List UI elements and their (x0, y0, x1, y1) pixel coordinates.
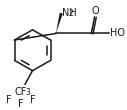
Text: F: F (6, 95, 12, 105)
Text: F: F (30, 95, 35, 105)
Polygon shape (56, 13, 63, 33)
Text: 2: 2 (69, 9, 74, 18)
Text: 3: 3 (26, 88, 30, 97)
Text: NH: NH (62, 8, 77, 18)
Text: F: F (18, 99, 24, 109)
Text: O: O (91, 6, 99, 16)
Text: HO: HO (110, 28, 125, 38)
Text: CF: CF (15, 87, 27, 97)
